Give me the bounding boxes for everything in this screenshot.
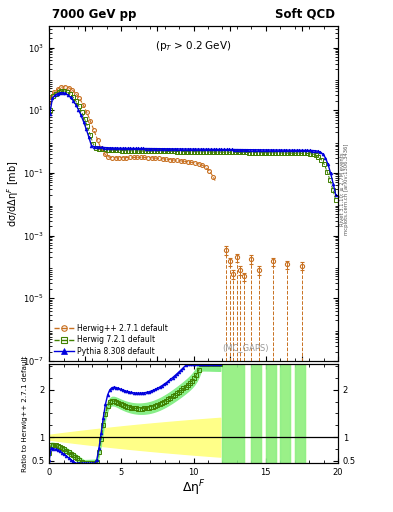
Legend: Herwig++ 2.7.1 default, Herwig 7.2.1 default, Pythia 8.308 default: Herwig++ 2.7.1 default, Herwig 7.2.1 def… (53, 323, 169, 357)
Text: mcplots.cern.ch [arXiv:1306.3436]: mcplots.cern.ch [arXiv:1306.3436] (344, 144, 349, 235)
Text: (p$_T$ > 0.2 GeV): (p$_T$ > 0.2 GeV) (155, 39, 232, 53)
Text: 7000 GeV pp: 7000 GeV pp (52, 8, 136, 20)
Y-axis label: dσ/dΔη$^F$ [mb]: dσ/dΔη$^F$ [mb] (5, 160, 20, 227)
Y-axis label: Ratio to Herwig++ 2.7.1 default: Ratio to Herwig++ 2.7.1 default (22, 355, 28, 472)
X-axis label: Δη$^F$: Δη$^F$ (182, 479, 206, 498)
Text: Soft QCD: Soft QCD (275, 8, 335, 20)
Text: Rivet 3.1.10; ≥ 2.7M events: Rivet 3.1.10; ≥ 2.7M events (340, 153, 345, 226)
Text: (MC_GAPS): (MC_GAPS) (222, 344, 269, 353)
